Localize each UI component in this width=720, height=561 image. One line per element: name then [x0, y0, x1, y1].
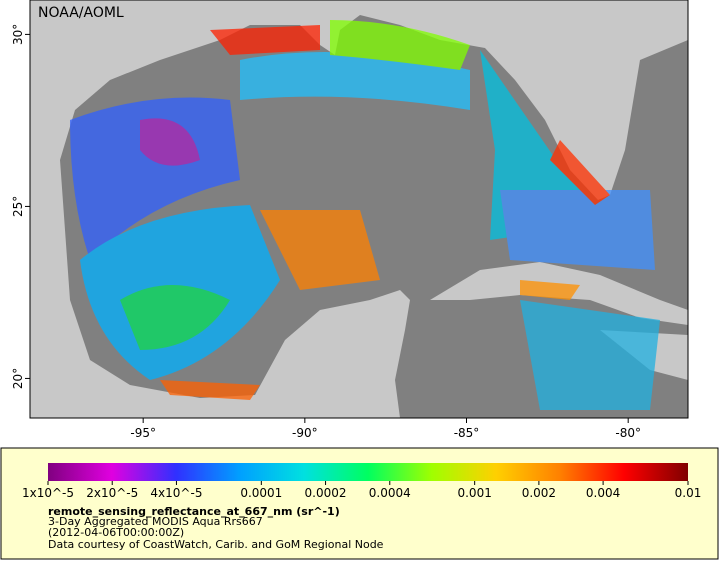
dataset-title: 3-Day Aggregated MODIS Aqua Rrs667	[48, 515, 263, 528]
colorbar-tick-label: 0.0002	[305, 486, 347, 500]
time: (2012-04-06T00:00:00Z)	[48, 526, 184, 539]
land-north	[30, 0, 688, 200]
variable-name: remote_sensing_reflectance_at_667_nm (sr…	[48, 505, 340, 518]
colorbar-tick-label: 0.0004	[369, 486, 411, 500]
colorbar	[48, 463, 688, 481]
land-mexico	[30, 160, 410, 418]
y-tick-label: 25°	[11, 196, 25, 217]
reflectance-field	[70, 20, 660, 410]
colorbar-tick-label: 1x10^-5	[22, 486, 74, 500]
x-tick-label: -85°	[454, 426, 480, 440]
map: NOAA/AOML	[29, 0, 689, 419]
y-tick-label: 30°	[11, 24, 25, 45]
colorbar-tick-label: 0.002	[522, 486, 556, 500]
x-tick-label: -90°	[292, 426, 318, 440]
colorbar-tick-label: 0.004	[586, 486, 620, 500]
x-tick-label: -80°	[615, 426, 641, 440]
source: Data courtesy of CoastWatch, Carib. and …	[48, 538, 384, 551]
colorbar-tick-label: 2x10^-5	[86, 486, 138, 500]
colorbar-tick-label: 0.001	[457, 486, 491, 500]
colorbar-tick-label: 0.0001	[240, 486, 282, 500]
map-frame	[29, 0, 689, 419]
legend-panel: remote_sensing_reflectance_at_667_nm (sr…	[0, 447, 719, 560]
colorbar-tick-label: 4x10^-5	[150, 486, 202, 500]
credit: NOAA/AOML	[38, 5, 124, 21]
colorbar-tick-label: 0.01	[675, 486, 702, 500]
y-tick-label: 20°	[11, 368, 25, 389]
x-tick-label: -95°	[130, 426, 156, 440]
